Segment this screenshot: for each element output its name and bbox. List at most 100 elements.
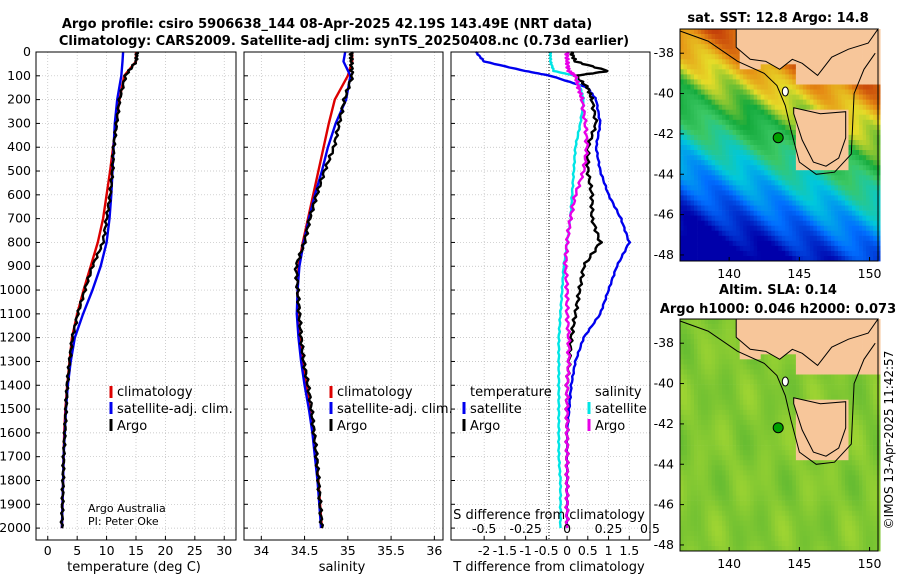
map-cell — [725, 190, 730, 196]
map-cell — [767, 354, 772, 360]
map-cell — [708, 84, 712, 90]
map-cell — [785, 140, 790, 146]
map-cell — [760, 530, 765, 537]
map-cell — [697, 500, 702, 506]
depth-tick-label: 500 — [7, 163, 31, 178]
map-cell — [680, 84, 684, 90]
map-cell — [690, 424, 695, 431]
map-cell — [697, 430, 702, 436]
map-cell — [855, 109, 860, 116]
map-cell — [869, 54, 874, 60]
map-cell — [743, 349, 748, 355]
map-cell — [690, 170, 695, 176]
map-cell — [704, 435, 709, 441]
map-cell — [816, 165, 821, 171]
map-cell — [831, 256, 835, 262]
map-cell — [708, 379, 712, 385]
map-cell — [743, 435, 748, 441]
map-cell — [834, 460, 839, 466]
map-cell — [697, 240, 702, 247]
map-cell — [732, 39, 737, 45]
map-cell — [732, 225, 737, 232]
map-cell — [771, 460, 776, 466]
map-cell — [757, 119, 762, 126]
map-cell — [813, 200, 818, 206]
map-cell — [711, 195, 716, 201]
map-cell — [750, 424, 755, 431]
map-cell — [701, 339, 705, 345]
map-cell — [806, 245, 811, 252]
map-cell — [809, 525, 814, 532]
map-cell — [806, 180, 811, 186]
map-cell — [764, 185, 769, 191]
map-cell — [764, 220, 769, 227]
map-cell — [683, 460, 688, 466]
map-cell — [785, 225, 790, 232]
map-cell — [701, 155, 705, 161]
map-cell — [732, 250, 737, 257]
map-cell — [795, 190, 800, 196]
map-cell — [680, 69, 684, 75]
map-cell — [855, 124, 860, 131]
map-cell — [708, 450, 712, 456]
map-cell — [701, 525, 705, 532]
map-cell — [701, 344, 705, 350]
map-cell — [764, 445, 769, 451]
map-cell — [694, 49, 698, 55]
map-cell — [701, 119, 705, 126]
map-cell — [715, 140, 719, 146]
temperature-tick-label: 30 — [216, 543, 232, 558]
map-cell — [788, 134, 793, 141]
map-cell — [760, 399, 765, 406]
map-cell — [802, 230, 807, 237]
map-cell — [862, 150, 867, 156]
temperature-tick-label: 5 — [73, 543, 81, 558]
map-cell — [722, 150, 726, 156]
map-cell — [708, 485, 712, 491]
map-cell — [788, 165, 793, 171]
map-cell — [785, 114, 790, 121]
map-cell — [869, 49, 874, 55]
map-cell — [788, 79, 793, 85]
map-cell — [827, 235, 832, 242]
map-cell — [725, 475, 730, 481]
map-cell — [792, 455, 797, 461]
map-cell — [732, 505, 737, 511]
map-cell — [785, 190, 790, 196]
map-cell — [760, 200, 765, 206]
map-cell — [725, 175, 730, 181]
map-cell — [739, 525, 744, 532]
map-cell — [746, 109, 751, 116]
map-cell — [760, 414, 765, 421]
map-cell — [757, 215, 762, 221]
map-cell — [795, 145, 800, 151]
map-cell — [852, 240, 856, 247]
map-cell — [760, 540, 765, 547]
map-cell — [813, 89, 818, 95]
difference-panel: -2 -1.5 -1 -0.5 0 0.5 1 1.5-0.5 -0.25 0 0.25 0.5 S … — [450, 51, 660, 575]
map-cell — [725, 334, 730, 340]
map-cell — [708, 540, 712, 547]
map-cell — [813, 220, 818, 227]
map-cell — [802, 475, 807, 481]
map-cell — [767, 500, 772, 506]
map-cell — [876, 34, 881, 40]
map-cell — [701, 450, 705, 456]
map-cell — [831, 64, 835, 70]
map-cell — [859, 225, 863, 232]
map-cell — [694, 505, 698, 511]
map-cell — [869, 104, 874, 111]
map-cell — [802, 379, 807, 385]
map-cell — [687, 200, 691, 206]
map-cell — [704, 515, 709, 522]
map-cell — [722, 44, 726, 50]
map-cell — [725, 419, 730, 426]
map-cell — [760, 445, 765, 451]
map-cell — [848, 185, 853, 191]
map-cell — [859, 160, 863, 166]
map-cell — [732, 369, 737, 375]
map-cell — [859, 155, 863, 161]
map-cell — [757, 359, 762, 365]
map-cell — [866, 99, 870, 105]
map-cell — [750, 155, 755, 161]
